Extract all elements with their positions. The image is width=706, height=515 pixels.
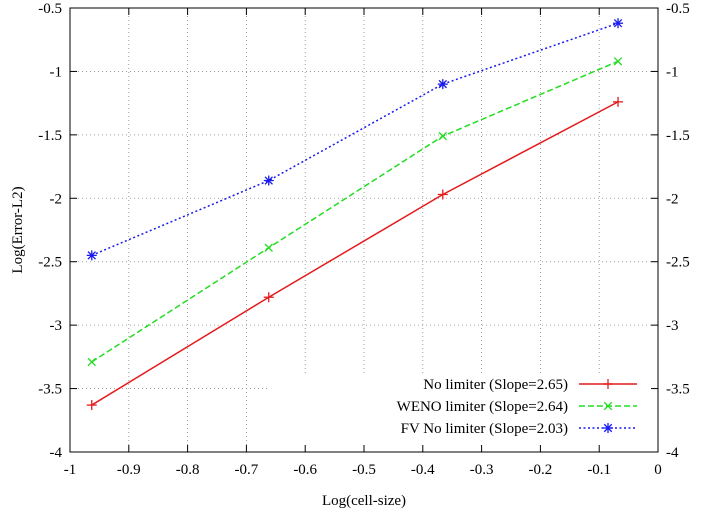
x-tick-label: -0.9 — [117, 462, 141, 478]
series-marker — [603, 401, 613, 411]
x-tick-label: -0.8 — [176, 462, 200, 478]
axis-ticks — [69, 7, 659, 453]
series-marker — [603, 423, 613, 433]
y-tick-label-right: -0.5 — [666, 1, 690, 17]
series-marker — [603, 379, 613, 389]
y-tick-label-left: -1.5 — [38, 128, 62, 144]
y-tick-label-left: -0.5 — [38, 1, 62, 17]
y-tick-label-left: -4 — [50, 445, 63, 461]
series-marker — [87, 357, 96, 367]
legend-label: FV No limiter (Slope=2.03) — [401, 421, 568, 437]
series-marker — [264, 243, 273, 252]
y-tick-label-left: -3.5 — [38, 382, 62, 398]
y-tick-label-left: -1 — [50, 64, 63, 80]
y-tick-label-right: -2 — [666, 191, 679, 207]
series-line — [91, 101, 619, 406]
legend: No limiter (Slope=2.65) WENO limiter (Slo… — [397, 377, 637, 437]
x-tick-label: -0.1 — [587, 462, 611, 478]
series-marker — [86, 400, 97, 411]
x-tick-label: -0.4 — [411, 462, 435, 478]
y-tick-label-left: -2 — [50, 191, 63, 207]
series-marker — [263, 292, 274, 303]
grid — [70, 8, 658, 452]
y-tick-label-right: -1.5 — [666, 128, 690, 144]
x-tick-label: -0.2 — [529, 462, 553, 478]
y-tick-label-right: -3 — [666, 318, 679, 334]
plot-frame — [69, 7, 659, 453]
series-marker — [613, 57, 623, 66]
series-marker — [613, 18, 624, 29]
tick-labels: -1 -0.9 -0.8 -0.7 -0.6 -0.5 -0.4 -0.3 -0.2 -0.1 0-… — [38, 1, 690, 478]
y-tick-label-left: -3 — [50, 318, 63, 334]
x-axis-title: Log(cell-size) — [322, 493, 406, 509]
x-tick-label: -0.7 — [235, 462, 259, 478]
x-tick-label: -0.5 — [352, 462, 376, 478]
x-tick-label: 0 — [654, 462, 662, 478]
series — [86, 18, 624, 411]
x-tick-label: -0.6 — [293, 462, 317, 478]
series-1 — [86, 96, 624, 411]
y-tick-label-left: -2.5 — [38, 255, 62, 271]
series-2 — [87, 57, 623, 367]
y-tick-label-right: -1 — [666, 64, 679, 80]
series-marker — [437, 79, 448, 90]
series-line — [91, 22, 619, 257]
x-tick-label: -1 — [64, 462, 77, 478]
x-tick-label: -0.3 — [470, 462, 494, 478]
legend-label: No limiter (Slope=2.65) — [423, 377, 568, 393]
series-line — [91, 60, 619, 363]
series-3 — [86, 18, 624, 261]
series-marker — [613, 96, 624, 107]
series-marker — [437, 189, 448, 200]
y-axis-title: Log(Error-L2) — [10, 186, 26, 273]
series-marker — [438, 131, 448, 141]
series-marker — [86, 250, 97, 261]
y-tick-label-right: -3.5 — [666, 382, 690, 398]
legend-label: WENO limiter (Slope=2.64) — [397, 399, 568, 415]
y-tick-label-right: -2.5 — [666, 255, 690, 271]
y-tick-label-right: -4 — [666, 445, 679, 461]
series-marker — [263, 175, 274, 186]
